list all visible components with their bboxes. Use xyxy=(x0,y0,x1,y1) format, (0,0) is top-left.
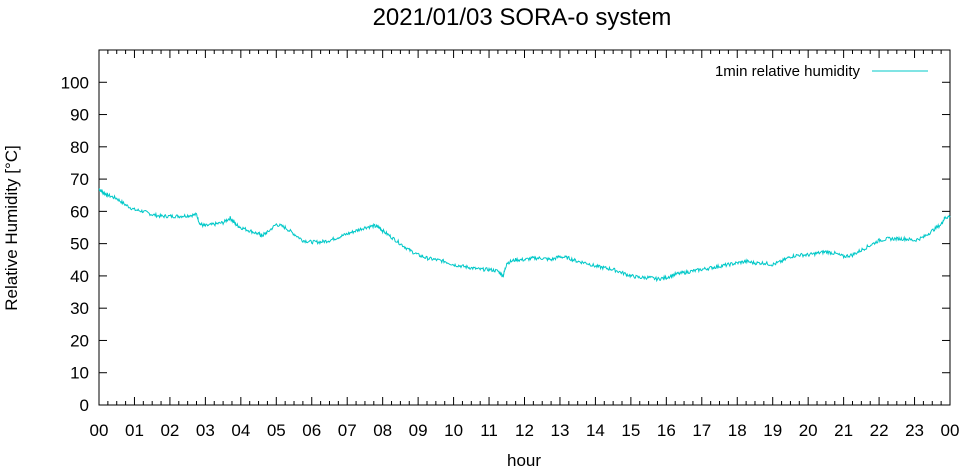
y-tick-label: 90 xyxy=(70,106,89,125)
x-tick-label: 22 xyxy=(870,421,889,440)
x-tick-label: 18 xyxy=(728,421,747,440)
y-tick-label: 0 xyxy=(80,396,89,415)
y-tick-label: 40 xyxy=(70,267,89,286)
x-tick-label: 11 xyxy=(480,421,498,440)
y-tick-label: 30 xyxy=(70,299,89,318)
y-tick-label: 20 xyxy=(70,331,89,350)
x-tick-label: 04 xyxy=(231,421,250,440)
x-tick-label: 20 xyxy=(799,421,818,440)
legend-label: 1min relative humidity xyxy=(715,63,861,80)
x-axis-label: hour xyxy=(507,451,541,470)
x-tick-label: 02 xyxy=(160,421,179,440)
x-tick-label: 14 xyxy=(586,421,605,440)
x-tick-label: 10 xyxy=(444,421,463,440)
x-tick-label: 00 xyxy=(90,421,109,440)
y-tick-label: 80 xyxy=(70,138,89,157)
x-tick-label: 16 xyxy=(657,421,676,440)
y-tick-label: 100 xyxy=(61,73,89,92)
x-tick-label: 08 xyxy=(373,421,392,440)
x-tick-label: 05 xyxy=(267,421,286,440)
x-tick-label: 12 xyxy=(515,421,534,440)
x-tick-label: 17 xyxy=(692,421,711,440)
y-tick-label: 10 xyxy=(70,364,89,383)
x-tick-label: 03 xyxy=(196,421,215,440)
legend: 1min relative humidity xyxy=(715,63,928,80)
x-tick-label: 09 xyxy=(409,421,428,440)
chart-title: 2021/01/03 SORA-o system xyxy=(373,4,672,31)
y-axis-label: Relative Humidity [°C] xyxy=(2,145,21,311)
x-tick-label: 13 xyxy=(550,421,569,440)
series-line xyxy=(98,188,951,283)
y-tick-label: 60 xyxy=(70,202,89,221)
y-axis: 0 10 20 30 40 50 60 70 80 90 100 xyxy=(61,73,950,415)
x-tick-label: 00 xyxy=(941,421,960,440)
x-tick-label: 01 xyxy=(125,421,144,440)
x-tick-label: 19 xyxy=(763,421,782,440)
x-tick-label: 07 xyxy=(338,421,357,440)
plot-frame xyxy=(98,49,951,406)
series-lines xyxy=(98,188,951,283)
x-tick-label: 21 xyxy=(834,421,853,440)
x-tick-label: 15 xyxy=(621,421,640,440)
x-axis: 00 01 02 03 04 05 06 07 08 09 10 11 12 13 14 15 16 17 18 19… xyxy=(90,50,960,440)
x-tick-label: 06 xyxy=(302,421,321,440)
y-tick-label: 70 xyxy=(70,170,89,189)
y-tick-label: 50 xyxy=(70,235,89,254)
x-tick-label: 23 xyxy=(905,421,924,440)
